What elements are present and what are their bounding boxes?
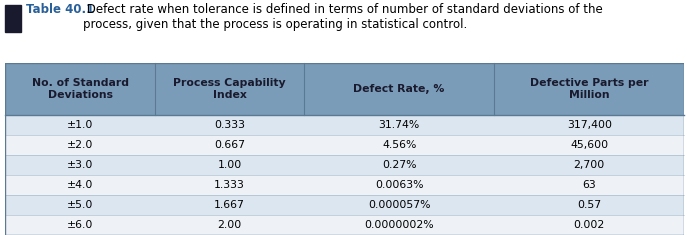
Text: No. of Standard
Deviations: No. of Standard Deviations: [32, 78, 128, 100]
Text: 0.27%: 0.27%: [382, 160, 416, 170]
Text: 1.00: 1.00: [217, 160, 242, 170]
Text: ±5.0: ±5.0: [67, 200, 93, 210]
Text: ±6.0: ±6.0: [67, 220, 93, 230]
Text: ±3.0: ±3.0: [67, 160, 93, 170]
Text: 4.56%: 4.56%: [382, 140, 416, 150]
Text: 0.0000002%: 0.0000002%: [364, 220, 434, 230]
Text: 45,600: 45,600: [570, 140, 608, 150]
Bar: [5, 135, 684, 155]
Text: Process Capability
Index: Process Capability Index: [173, 78, 286, 100]
Text: Table 40.1: Table 40.1: [26, 3, 94, 16]
Text: 0.0063%: 0.0063%: [375, 180, 423, 190]
Text: Defective Parts per
Million: Defective Parts per Million: [530, 78, 649, 100]
Text: 63: 63: [583, 180, 596, 190]
Text: ±1.0: ±1.0: [67, 120, 93, 130]
Bar: [5, 175, 684, 195]
Text: 2.00: 2.00: [217, 220, 242, 230]
Bar: [5, 63, 684, 115]
Bar: [5, 115, 684, 135]
Text: 1.333: 1.333: [214, 180, 245, 190]
Bar: [5, 195, 684, 215]
Text: 317,400: 317,400: [567, 120, 611, 130]
Bar: [5, 215, 684, 235]
Text: 0.333: 0.333: [214, 120, 245, 130]
Bar: [5, 155, 684, 175]
Text: Defect Rate, %: Defect Rate, %: [354, 84, 445, 94]
Text: ±4.0: ±4.0: [67, 180, 93, 190]
Text: 31.74%: 31.74%: [379, 120, 420, 130]
Text: ±2.0: ±2.0: [67, 140, 93, 150]
Text: Defect rate when tolerance is defined in terms of number of standard deviations : Defect rate when tolerance is defined in…: [83, 3, 603, 31]
Text: 0.57: 0.57: [577, 200, 601, 210]
Text: 1.667: 1.667: [214, 200, 245, 210]
Text: 0.002: 0.002: [574, 220, 605, 230]
Text: 0.000057%: 0.000057%: [368, 200, 431, 210]
Bar: [5, 5, 21, 31]
Text: 2,700: 2,700: [574, 160, 605, 170]
Text: 0.667: 0.667: [214, 140, 245, 150]
